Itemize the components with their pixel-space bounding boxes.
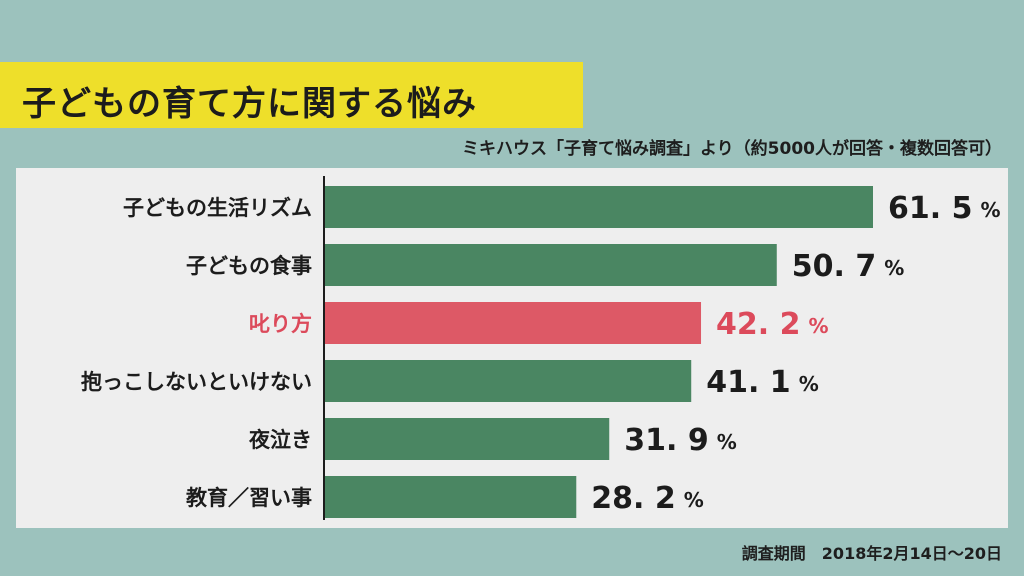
title-banner bbox=[0, 62, 583, 128]
unit-label: % bbox=[799, 372, 819, 396]
value-label: 42. 2 bbox=[716, 307, 800, 342]
bar bbox=[325, 418, 610, 460]
category-label: 叱り方 bbox=[249, 312, 312, 336]
survey-period: 調査期間 2018年2月14日～20日 bbox=[741, 544, 1002, 563]
category-label: 抱っこしないといけない bbox=[81, 370, 312, 394]
bar bbox=[325, 186, 873, 228]
bar bbox=[325, 244, 777, 286]
category-label: 子どもの食事 bbox=[186, 254, 312, 278]
value-label: 50. 7 bbox=[792, 249, 876, 284]
bar bbox=[325, 360, 692, 402]
bar bbox=[325, 476, 577, 518]
unit-label: % bbox=[980, 198, 1000, 222]
bar-chart: 子どもの生活リズム 61. 5 % 子どもの食事 50. 7 % 叱り方 42. 2 % 抱っこし… bbox=[81, 176, 1001, 520]
value-label: 61. 5 bbox=[888, 191, 972, 226]
category-label: 教育／習い事 bbox=[186, 486, 312, 510]
source-note: ミキハウス「子育て悩み調査」より（約5000人が回答・複数回答可） bbox=[462, 139, 1002, 159]
value-label: 31. 9 bbox=[624, 423, 708, 458]
unit-label: % bbox=[717, 430, 737, 454]
category-label: 子どもの生活リズム bbox=[123, 196, 312, 220]
unit-label: % bbox=[684, 488, 704, 512]
page-title: 子どもの育て方に関する悩み bbox=[22, 84, 477, 124]
category-label: 夜泣き bbox=[248, 428, 312, 452]
value-label: 28. 2 bbox=[591, 481, 675, 516]
bar bbox=[325, 302, 702, 344]
unit-label: % bbox=[808, 314, 828, 338]
value-label: 41. 1 bbox=[706, 365, 790, 400]
chart-panel: 子どもの生活リズム 61. 5% 子どもの食事 50. 7% 叱り方 42. 2% 抱っこし… bbox=[16, 168, 1008, 528]
unit-label: % bbox=[884, 256, 904, 280]
